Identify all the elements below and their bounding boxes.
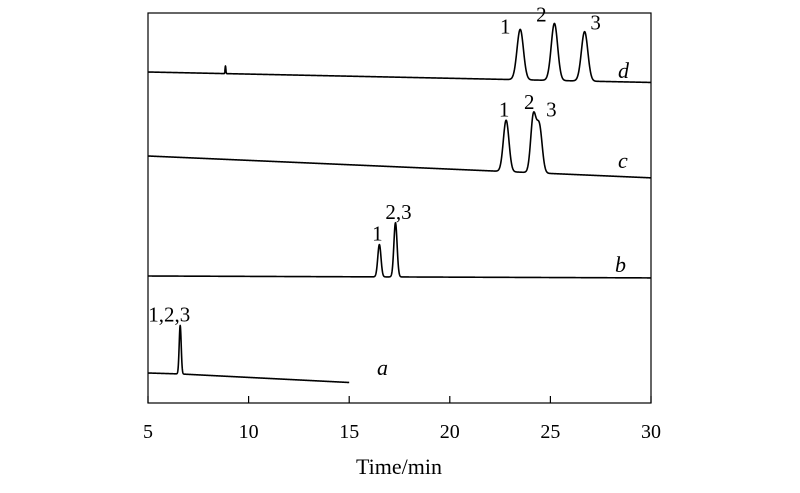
peak-label: 2 [524, 90, 535, 114]
peak-label: 1 [500, 14, 511, 38]
trace-c [147, 111, 652, 179]
x-axis-ticks: 5 10 15 20 25 30 [143, 396, 661, 443]
peak-label: 2,3 [385, 200, 411, 224]
trace-b [147, 221, 652, 279]
x-tick-label: 15 [339, 421, 359, 443]
trace-d [147, 22, 652, 84]
x-tick-label: 25 [540, 421, 560, 443]
plot-frame [147, 12, 652, 404]
peak-label: 2 [536, 2, 547, 26]
x-tick-label: 20 [440, 421, 460, 443]
trace-label-b: b [615, 252, 626, 277]
x-axis-label: Time/min [356, 454, 442, 479]
peak-label: 1 [499, 97, 510, 121]
trace-label-c: c [618, 148, 628, 173]
peak-label: 3 [590, 11, 601, 35]
peak-label: 3 [546, 98, 557, 122]
trace-label-d: d [618, 58, 630, 83]
trace-a [147, 324, 350, 384]
peak-label: 1 [372, 222, 383, 246]
x-tick-label: 10 [239, 421, 259, 443]
trace-label-a: a [377, 355, 388, 380]
peak-label: 1,2,3 [148, 303, 190, 327]
x-tick-label: 5 [143, 421, 153, 443]
x-tick-label: 30 [641, 421, 661, 443]
